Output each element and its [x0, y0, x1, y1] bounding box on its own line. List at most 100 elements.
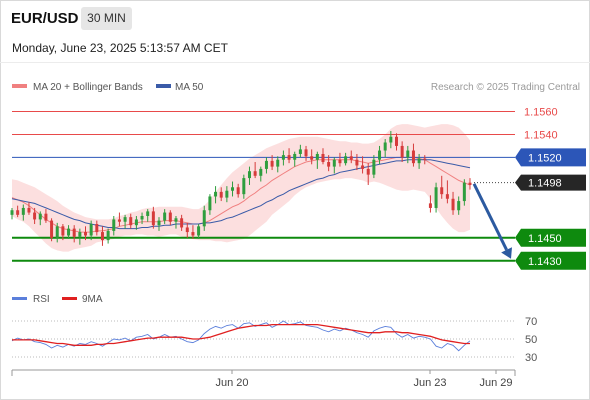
rsi-tick-50: 50 — [525, 334, 537, 346]
level-label-1.1430: 1.1430 — [528, 256, 562, 268]
candle-body — [117, 219, 121, 222]
candle-body — [151, 211, 155, 226]
candle-body — [462, 182, 466, 202]
candle-body — [327, 162, 331, 167]
candle-body — [293, 153, 297, 160]
candle-body — [378, 150, 382, 160]
candle-body — [168, 212, 172, 222]
rsi-legend: RSI 9MA — [12, 294, 103, 305]
candle-body — [50, 220, 54, 238]
level-tag-1.1520 — [515, 148, 586, 167]
rsi-tick-30: 30 — [525, 352, 537, 364]
header-divider — [0, 62, 590, 63]
candle-body — [208, 196, 212, 211]
level-label-1.1520: 1.1520 — [528, 152, 562, 164]
candle-body — [298, 149, 302, 154]
forecast-arrow-shaft — [472, 183, 508, 251]
x-tick-label: Jun 23 — [413, 377, 446, 389]
candle-body — [44, 213, 48, 221]
candle-body — [332, 159, 336, 167]
candle-body — [349, 156, 353, 160]
candle-body — [89, 224, 93, 236]
candle-body — [191, 232, 195, 236]
candle-body — [55, 226, 59, 238]
candle-body — [214, 191, 218, 197]
candle-body — [451, 198, 455, 211]
rsi-tick-70: 70 — [525, 316, 537, 328]
ma20-legend-label: MA 20 + Bollinger Bands — [33, 82, 143, 93]
candle-body — [321, 153, 325, 163]
ma20-legend-swatch — [12, 84, 27, 88]
price-levels — [12, 110, 515, 262]
candle-body — [338, 159, 342, 164]
candle-body — [406, 150, 410, 158]
candle-body — [344, 156, 348, 164]
candle-body — [197, 226, 201, 236]
candle-body — [270, 160, 274, 167]
ma50-legend-swatch — [156, 84, 171, 88]
candle-body — [219, 191, 223, 198]
x-tick-label: Jun 20 — [215, 377, 248, 389]
current-price-label: 1.1498 — [528, 178, 562, 190]
candle-body — [310, 156, 314, 160]
timeframe-button[interactable]: 30 MIN — [81, 7, 132, 30]
candle-body — [287, 155, 291, 160]
level-label-1.1540: 1.1540 — [524, 129, 558, 141]
candle-body — [180, 218, 184, 228]
candle-body — [355, 159, 359, 166]
candle-body — [372, 159, 376, 175]
candle-body — [174, 218, 178, 222]
timestamp: Monday, June 23, 2025 5:13:57 AM CET — [12, 41, 228, 55]
candle-body — [264, 160, 268, 169]
candle-body — [315, 153, 319, 160]
candle-body — [434, 187, 438, 208]
candle-body — [163, 212, 167, 221]
candle-body — [445, 194, 449, 199]
x-tick-label: Jun 29 — [479, 377, 512, 389]
candle-body — [457, 201, 461, 211]
ma50-legend-label: MA 50 — [175, 82, 204, 93]
candle-body — [259, 168, 263, 176]
candle-body — [236, 187, 240, 195]
candle-body — [242, 178, 246, 195]
candle-body — [366, 168, 370, 175]
candle-body — [61, 226, 65, 236]
ma50-line — [11, 159, 471, 230]
level-tag-1.1450 — [515, 228, 586, 247]
candle-body — [400, 145, 404, 158]
candle-body — [394, 136, 398, 146]
rsi-ma-legend-label: 9MA — [82, 294, 103, 305]
rsi-ma-line — [12, 323, 470, 346]
candle-body — [276, 159, 280, 167]
candle-body — [106, 230, 110, 241]
chart-legend: MA 20 + Bollinger Bands MA 50 Research ©… — [12, 82, 580, 93]
candle-body — [247, 171, 251, 179]
candle-body — [423, 158, 427, 160]
candle-body — [100, 232, 104, 241]
price-labels: 1.1560 1.1540 1.1520 1.1450 1.1430 1.1498 — [515, 106, 586, 270]
forecast-arrow-head — [501, 247, 512, 259]
candle-body — [389, 136, 393, 143]
candle-body — [157, 220, 161, 226]
candle-body — [468, 182, 472, 185]
level-label-1.1560: 1.1560 — [524, 106, 558, 118]
candle-body — [411, 150, 415, 164]
candle-body — [38, 213, 42, 220]
candle-body — [21, 207, 25, 215]
candle-body — [112, 219, 116, 231]
x-axis: Jun 20 Jun 23 Jun 29 — [11, 369, 516, 389]
candle-body — [67, 228, 71, 236]
candle-body — [185, 227, 189, 233]
rsi-panel: 70 50 30 — [11, 316, 537, 364]
current-price-tag — [515, 174, 586, 191]
candle-body — [146, 211, 150, 216]
candle-body — [134, 219, 138, 226]
candle-body — [253, 171, 257, 176]
candle-body — [84, 232, 88, 236]
level-label-1.1450: 1.1450 — [528, 233, 562, 245]
candle-body — [72, 228, 76, 237]
chart-header: EUR/USD 30 MIN — [0, 0, 590, 36]
rsi-ma-legend-swatch — [62, 297, 77, 300]
ma20-line — [11, 156, 471, 233]
